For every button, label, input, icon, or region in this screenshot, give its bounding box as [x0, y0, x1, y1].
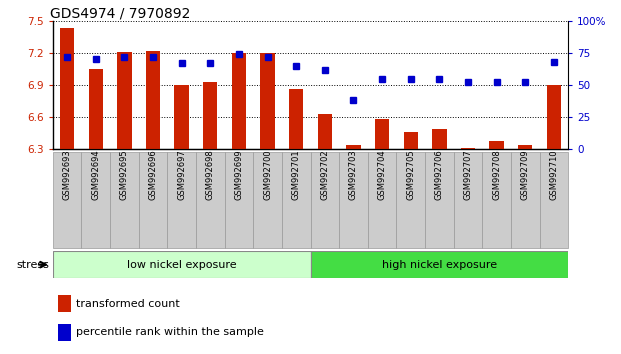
- Text: GSM992701: GSM992701: [292, 149, 301, 200]
- Bar: [53, 152, 81, 248]
- Bar: [404, 132, 418, 149]
- Text: GSM992705: GSM992705: [406, 149, 415, 200]
- Bar: [253, 152, 282, 248]
- Text: GSM992709: GSM992709: [521, 149, 530, 200]
- Bar: [53, 251, 310, 278]
- Text: stress: stress: [17, 259, 50, 270]
- Text: GSM992694: GSM992694: [91, 149, 100, 200]
- Bar: [138, 152, 167, 248]
- Bar: [368, 152, 396, 248]
- Bar: [483, 152, 511, 248]
- Text: GSM992710: GSM992710: [550, 149, 558, 200]
- Bar: [146, 51, 160, 149]
- Text: GSM992707: GSM992707: [463, 149, 473, 200]
- Bar: [117, 52, 132, 149]
- Bar: [546, 85, 561, 149]
- Text: GSM992696: GSM992696: [148, 149, 158, 200]
- Bar: [425, 152, 454, 248]
- Bar: [167, 152, 196, 248]
- Bar: [225, 152, 253, 248]
- Text: GSM992695: GSM992695: [120, 149, 129, 200]
- Text: high nickel exposure: high nickel exposure: [382, 259, 497, 270]
- Bar: [396, 152, 425, 248]
- Text: transformed count: transformed count: [76, 298, 179, 309]
- Bar: [289, 89, 303, 149]
- Bar: [347, 145, 361, 149]
- Bar: [432, 129, 446, 149]
- Bar: [282, 152, 310, 248]
- Text: GSM992702: GSM992702: [320, 149, 329, 200]
- Bar: [203, 82, 217, 149]
- Text: GSM992706: GSM992706: [435, 149, 444, 200]
- Bar: [540, 152, 568, 248]
- Text: GSM992704: GSM992704: [378, 149, 387, 200]
- Text: GSM992708: GSM992708: [492, 149, 501, 200]
- Bar: [310, 152, 339, 248]
- Text: percentile rank within the sample: percentile rank within the sample: [76, 327, 264, 337]
- Text: GSM992703: GSM992703: [349, 149, 358, 200]
- Text: GDS4974 / 7970892: GDS4974 / 7970892: [50, 6, 191, 20]
- Bar: [175, 85, 189, 149]
- Bar: [60, 28, 75, 149]
- Bar: [81, 152, 110, 248]
- Bar: [518, 145, 532, 149]
- Bar: [339, 152, 368, 248]
- Bar: [310, 251, 568, 278]
- Bar: [89, 69, 103, 149]
- Bar: [110, 152, 138, 248]
- Bar: [196, 152, 225, 248]
- Bar: [511, 152, 540, 248]
- Bar: [58, 324, 71, 341]
- Bar: [260, 53, 274, 149]
- Text: GSM992698: GSM992698: [206, 149, 215, 200]
- Text: GSM992693: GSM992693: [63, 149, 71, 200]
- Bar: [489, 141, 504, 149]
- Text: GSM992697: GSM992697: [177, 149, 186, 200]
- Text: GSM992699: GSM992699: [234, 149, 243, 200]
- Bar: [454, 152, 483, 248]
- Text: GSM992700: GSM992700: [263, 149, 272, 200]
- Text: low nickel exposure: low nickel exposure: [127, 259, 237, 270]
- Bar: [232, 53, 246, 149]
- Bar: [461, 148, 475, 149]
- Bar: [318, 114, 332, 149]
- Bar: [58, 295, 71, 312]
- Bar: [375, 119, 389, 149]
